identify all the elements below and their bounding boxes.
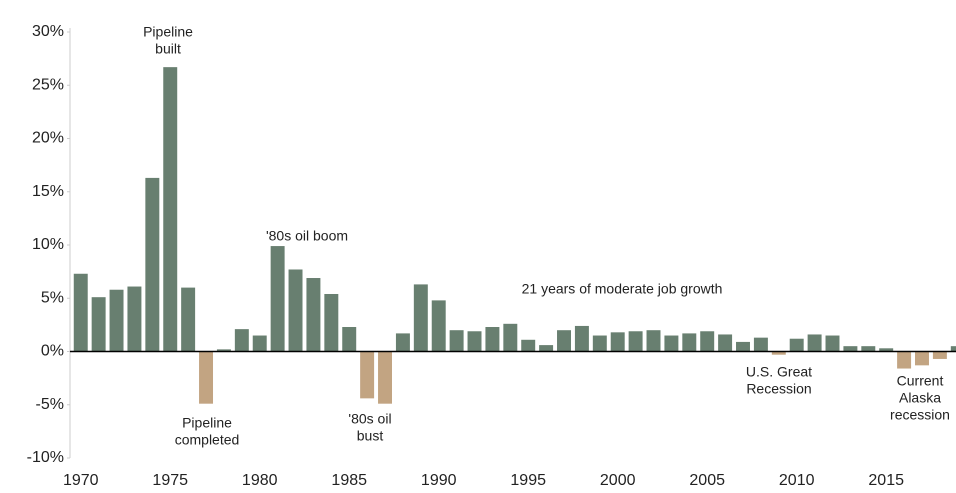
bar xyxy=(91,297,106,352)
bar xyxy=(789,338,804,352)
bar xyxy=(897,351,912,369)
annotation: 21 years of moderate job growth xyxy=(522,281,723,297)
x-tick-label: 1980 xyxy=(242,472,278,489)
y-tick-label: 15% xyxy=(32,183,64,200)
bar xyxy=(539,345,554,352)
bar xyxy=(324,293,339,352)
bar xyxy=(342,327,357,352)
bar xyxy=(610,332,625,352)
y-tick-label: 20% xyxy=(32,130,64,147)
annotation: built xyxy=(155,41,181,57)
x-tick-label: 2000 xyxy=(600,472,636,489)
bar xyxy=(950,346,956,352)
bar xyxy=(503,323,518,352)
bar xyxy=(915,351,929,366)
bar xyxy=(825,335,840,352)
bar xyxy=(288,269,303,352)
x-tick-label: 1995 xyxy=(510,472,546,489)
x-tick-label: 1985 xyxy=(331,472,367,489)
annotation: Pipeline xyxy=(182,415,232,431)
bars xyxy=(73,67,956,404)
bar xyxy=(718,334,733,352)
annotation: U.S. Great xyxy=(746,364,812,380)
x-tick-label: 2005 xyxy=(689,472,725,489)
annotation: Current xyxy=(897,373,944,389)
bar xyxy=(449,330,464,352)
annotation: bust xyxy=(357,428,384,444)
bar xyxy=(199,351,214,404)
bar xyxy=(467,331,482,352)
bar xyxy=(163,67,178,352)
bar xyxy=(395,333,410,352)
bar xyxy=(360,351,375,399)
x-tick-label: 1990 xyxy=(421,472,457,489)
bar xyxy=(736,341,750,352)
bar xyxy=(521,339,536,352)
bar xyxy=(861,346,876,352)
bar xyxy=(771,351,786,355)
bar xyxy=(664,335,679,352)
x-tick-label: 2015 xyxy=(868,472,904,489)
bar xyxy=(378,351,393,404)
bar xyxy=(234,329,249,352)
annotation: Pipeline xyxy=(143,24,193,40)
y-tick-label: 10% xyxy=(32,236,64,253)
bar xyxy=(485,327,500,352)
bar xyxy=(682,333,697,352)
y-tick-label: 25% xyxy=(32,76,64,93)
annotation: Alaska xyxy=(899,390,941,406)
bar xyxy=(252,335,267,352)
bar xyxy=(413,284,428,352)
x-tick-label: 2010 xyxy=(779,472,815,489)
bar xyxy=(753,337,768,352)
bar xyxy=(879,348,894,352)
annotation: Recession xyxy=(746,381,811,397)
y-tick-label: 5% xyxy=(41,289,64,306)
x-tick-label: 1975 xyxy=(152,472,188,489)
y-tick-label: 30% xyxy=(32,23,64,40)
bar xyxy=(109,289,124,352)
bar xyxy=(628,331,643,352)
bar xyxy=(216,349,231,352)
bar xyxy=(431,300,446,352)
bar xyxy=(127,286,142,352)
annotation: '80s oil boom xyxy=(266,228,348,244)
bar xyxy=(700,331,715,352)
x-tick-label: 1970 xyxy=(63,472,99,489)
bar xyxy=(932,351,947,359)
y-tick-label: -10% xyxy=(27,449,64,466)
annotation: recession xyxy=(890,407,950,423)
bar xyxy=(181,287,196,352)
bar xyxy=(306,278,321,352)
bar xyxy=(843,346,858,352)
bar xyxy=(574,325,589,352)
bar xyxy=(557,330,571,352)
bar xyxy=(270,246,285,352)
y-tick-label: -5% xyxy=(36,396,64,413)
bar xyxy=(807,334,822,352)
y-tick-label: 0% xyxy=(41,343,64,360)
bar xyxy=(646,330,661,352)
bar xyxy=(73,273,88,352)
annotation: completed xyxy=(175,432,240,448)
annotation: '80s oil xyxy=(348,411,391,427)
bar xyxy=(592,335,607,352)
bar xyxy=(145,177,160,352)
